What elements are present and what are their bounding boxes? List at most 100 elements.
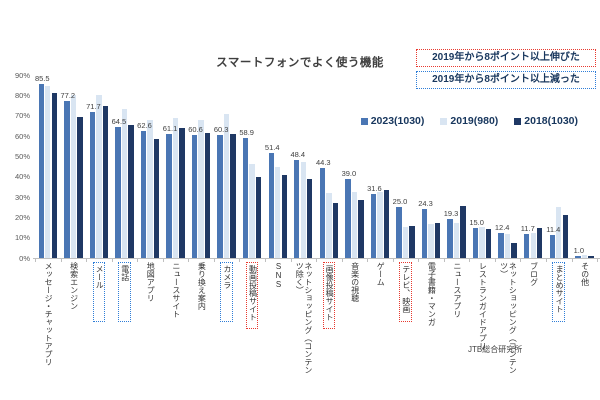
bar-2023-動画投稿サイト (242, 138, 249, 258)
bar-2023-テレビ、映画 (396, 207, 402, 258)
x-axis-label-slot: 電話 (112, 262, 138, 322)
x-axis-label: 電話 (120, 265, 130, 281)
y-axis-tick-label: 80% (14, 90, 30, 100)
bar-value-label: 48.4 (290, 149, 306, 159)
bar-2023-ニュースサイト (166, 133, 172, 258)
x-axis-label-slot: 画像投稿サイト (316, 262, 342, 329)
bar-2019-その他 (581, 255, 588, 258)
x-axis-tick (520, 259, 522, 262)
bar-2019-メッセージ・チャットアプリ (45, 85, 51, 258)
x-axis-tick (443, 259, 445, 262)
x-axis-tick (571, 259, 573, 262)
y-axis-tick-label: 90% (14, 70, 30, 80)
x-axis-tick (392, 259, 394, 262)
bar-2019-ブログ (530, 232, 536, 258)
bar-2023-画像投稿サイト (319, 167, 326, 258)
bar-2019-ネットショッピング（コンテンツ除く） (300, 162, 306, 258)
x-axis-label-slot: まとめサイト (546, 262, 572, 322)
x-axis-label-slot: メッセージ・チャットアプリ (35, 262, 61, 366)
x-axis-tick (597, 259, 599, 262)
callout-increased-8pt: 2019年から8ポイント以上伸びた (416, 49, 596, 67)
bar-value-label: 62.6 (137, 120, 152, 130)
x-axis-label: 電子書籍・マンガ (427, 262, 437, 326)
x-axis-label-slot: ネットショッピング（コンテンツ除く） (291, 262, 317, 377)
x-axis-label-slot: カメラ (214, 262, 240, 322)
bar-2019-まとめサイト (556, 206, 562, 258)
bar-value-label: 12.4 (494, 222, 510, 232)
bar-value-label: 60.3 (213, 125, 229, 135)
x-axis-label-slot: ゲーム (367, 262, 393, 286)
x-axis-label: 音楽の視聴 (350, 262, 360, 302)
bar-2018-地図アプリ (153, 139, 160, 258)
x-axis-tick (188, 259, 190, 262)
legend-label: 2019(980) (450, 115, 499, 127)
bar-2019-ニュースアプリ (453, 223, 460, 258)
x-axis-tick (86, 259, 88, 262)
bar-2023-カメラ (217, 135, 223, 258)
bar-2023-検索エンジン (64, 101, 70, 258)
x-axis-tick (418, 259, 420, 262)
bar-value-label: 60.6 (188, 124, 203, 134)
bar-2023-ゲーム (370, 193, 377, 258)
bar-2019-乗り換え案内 (198, 119, 204, 258)
x-axis-label-slot: 地図アプリ (137, 262, 163, 302)
x-axis-label-highlight-box-red: 画像投稿サイト (322, 262, 336, 329)
bar-2023-その他 (575, 255, 581, 258)
x-axis-label: ブログ (529, 262, 539, 286)
bar-value-label: 25.0 (392, 197, 408, 207)
bar-2018-その他 (588, 255, 594, 258)
legend-swatch (514, 117, 522, 125)
bar-2018-ネットショッピング（コンテンツ） (511, 242, 517, 258)
x-axis-label-slot: テレビ、映画 (393, 262, 419, 322)
bar-2018-メッセージ・チャットアプリ (51, 93, 57, 258)
x-axis-label-slot: ネットショッピング（コンテンツ） (495, 262, 521, 377)
x-axis-label: その他 (580, 262, 590, 286)
bar-value-label: 44.3 (316, 157, 331, 167)
x-axis-tick (469, 259, 471, 262)
bar-2019-ゲーム (377, 191, 383, 258)
bar-value-label: 64.5 (111, 116, 127, 126)
bar-2023-ブログ (524, 234, 530, 258)
x-axis-label: まとめサイト (555, 265, 565, 313)
bar-2023-電子書籍・マンガ (421, 208, 428, 258)
x-axis-tick (162, 259, 164, 262)
bar-2019-画像投稿サイト (326, 192, 332, 258)
x-axis-label-slot: 音楽の視聴 (342, 262, 368, 302)
bar-2019-レストランガイドアプリ (479, 227, 485, 258)
chart-title: スマートフォンでよく使う機能 (216, 57, 384, 69)
x-axis-label-highlight-box-red: テレビ、映画 (399, 262, 412, 322)
bar-value-label: 77.2 (60, 91, 76, 101)
bar-2018-ニュースアプリ (460, 206, 466, 258)
x-axis-tick (60, 259, 62, 262)
bar-2018-ゲーム (383, 189, 390, 258)
x-axis-label-highlight-box-blue: メール (92, 262, 106, 322)
y-axis-tick-label: 70% (14, 111, 30, 121)
bar-2018-乗り換え案内 (204, 133, 211, 258)
x-axis-label: ゲーム (376, 262, 386, 286)
legend-item: 2023(1030) (360, 115, 424, 127)
bar-2019-電話 (121, 108, 128, 258)
x-axis-label: 動画投稿サイト (248, 265, 258, 321)
bar-value-label: 51.4 (264, 143, 280, 153)
x-axis-label-highlight-box-blue: カメラ (220, 262, 233, 322)
x-axis-label: ネットショッピング（コンテンツ） (499, 262, 518, 374)
source-credit: JTB総合研究所 (468, 345, 523, 354)
y-axis-tick-label: 30% (14, 192, 30, 202)
bar-2023-メール (89, 112, 96, 258)
x-axis-label: 地図アプリ (146, 262, 156, 302)
x-axis-tick (494, 259, 496, 262)
x-axis-tick (35, 259, 36, 262)
bar-value-label: 15.0 (469, 217, 484, 227)
x-axis-label: テレビ、映画 (401, 265, 411, 313)
bar-2018-画像投稿サイト (332, 202, 339, 258)
y-axis-tick-label: 60% (14, 131, 30, 141)
bar-value-label: 24.3 (418, 198, 433, 208)
bar-2019-メール (96, 94, 102, 258)
x-axis-label: カメラ (222, 265, 232, 289)
bar-value-label: 58.9 (239, 128, 254, 138)
x-axis-label-highlight-box-red: 動画投稿サイト (245, 262, 259, 329)
bar-2019-動画投稿サイト (249, 164, 255, 258)
bar-2023-電話 (115, 126, 121, 258)
legend-swatch (440, 117, 448, 125)
